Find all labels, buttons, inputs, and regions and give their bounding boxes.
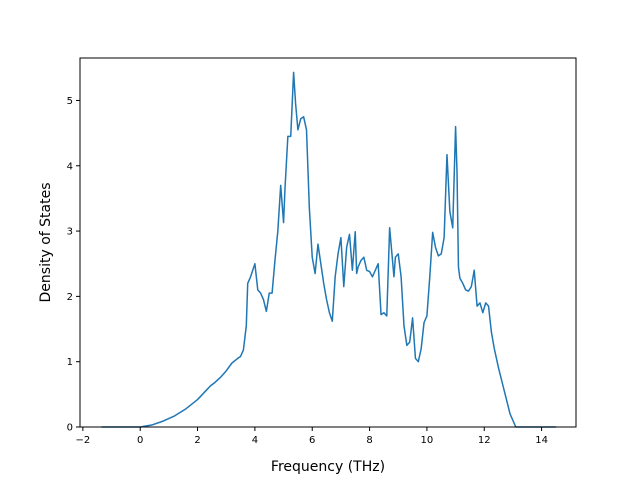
x-tick-label: 6: [309, 435, 315, 446]
x-axis: −2 0 2 4 6 8 10 12 14: [75, 427, 548, 446]
y-tick-label: 1: [67, 357, 73, 368]
x-tick-label: 12: [478, 435, 491, 446]
y-tick-label: 5: [67, 96, 73, 107]
x-tick-label: −2: [75, 435, 90, 446]
series-line: [101, 71, 556, 428]
y-axis-label: Density of States: [38, 183, 54, 303]
y-tick-label: 3: [67, 227, 73, 238]
x-tick-label: 2: [194, 435, 200, 446]
y-tick-label: 4: [67, 161, 73, 172]
plot-frame: [79, 57, 577, 428]
x-tick-label: 8: [366, 435, 372, 446]
x-tick-label: 10: [421, 435, 434, 446]
y-tick-label: 0: [67, 423, 73, 434]
y-tick-label: 2: [67, 292, 73, 303]
x-tick-label: 4: [252, 435, 258, 446]
x-tick-label: 14: [535, 435, 548, 446]
x-tick-label: 0: [137, 435, 143, 446]
x-axis-label: Frequency (THz): [271, 459, 385, 475]
y-axis: 0 1 2 3 4 5: [67, 96, 80, 434]
